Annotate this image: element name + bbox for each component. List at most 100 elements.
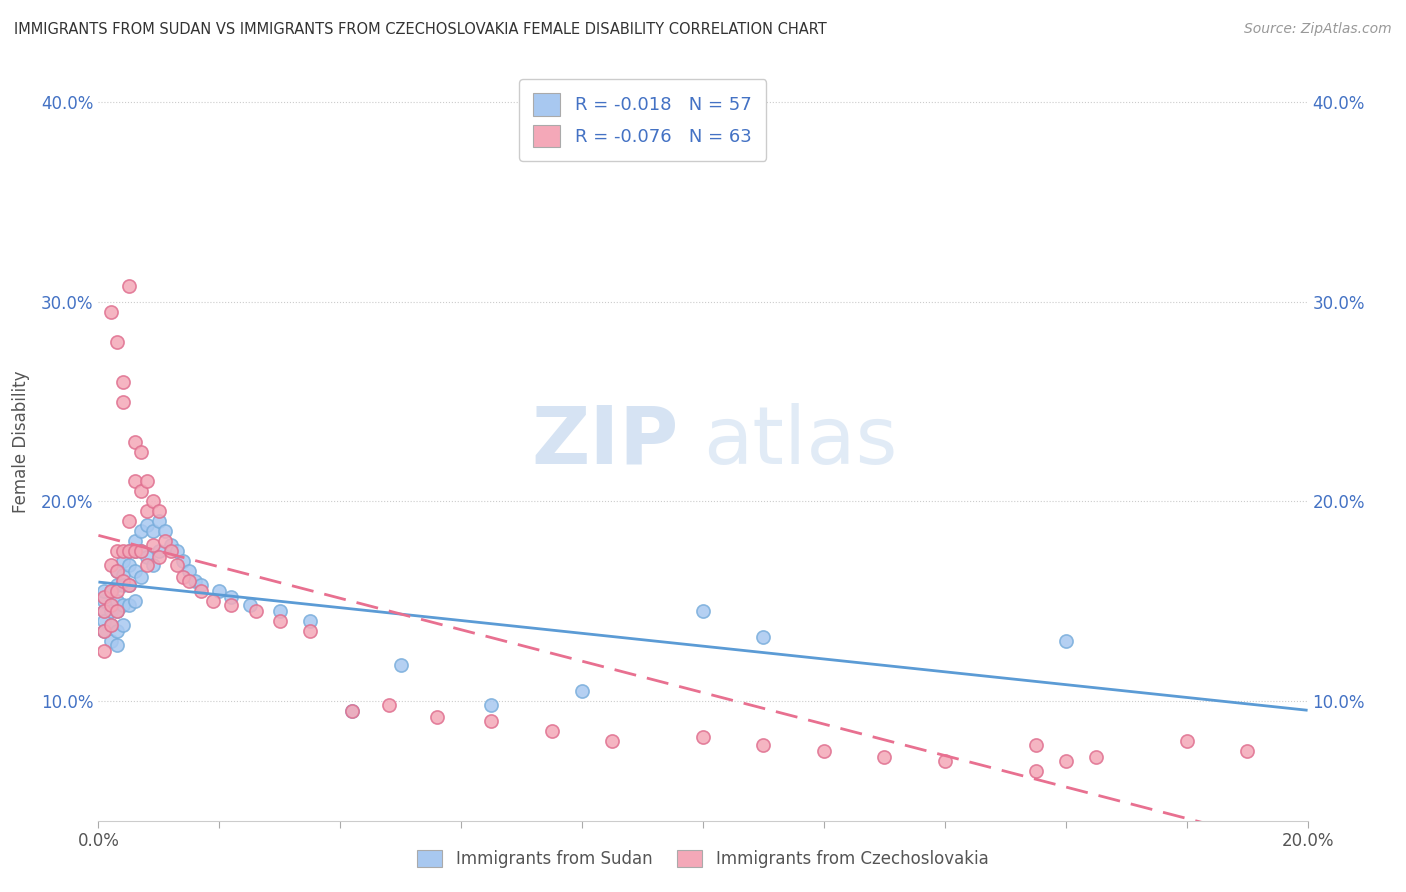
Point — [179, 564, 201, 578]
Point — [299, 624, 322, 639]
Point — [93, 604, 115, 618]
Point — [153, 524, 176, 539]
Point — [135, 475, 157, 489]
Point — [93, 590, 115, 604]
Point — [105, 564, 128, 578]
Point — [148, 544, 170, 558]
Point — [118, 578, 141, 592]
Point — [105, 584, 128, 599]
Point — [190, 584, 212, 599]
Point — [105, 578, 128, 592]
Text: ZIP: ZIP — [531, 402, 679, 481]
Point — [111, 598, 134, 612]
Point — [172, 570, 194, 584]
Point — [100, 598, 122, 612]
Point — [118, 544, 141, 558]
Point — [124, 564, 146, 578]
Point — [153, 534, 176, 549]
Point — [93, 614, 115, 628]
Point — [142, 524, 165, 539]
Point — [299, 614, 322, 628]
Point — [142, 538, 165, 552]
Point — [93, 624, 115, 639]
Point — [752, 630, 775, 644]
Point — [1024, 764, 1046, 778]
Point — [111, 394, 134, 409]
Point — [342, 704, 364, 718]
Legend: R = -0.018   N = 57, R = -0.076   N = 63: R = -0.018 N = 57, R = -0.076 N = 63 — [519, 79, 766, 161]
Point — [111, 554, 134, 568]
Point — [269, 614, 291, 628]
Point — [135, 518, 157, 533]
Point — [129, 524, 152, 539]
Point — [934, 754, 956, 768]
Point — [813, 744, 835, 758]
Point — [752, 738, 775, 752]
Point — [100, 305, 122, 319]
Point — [105, 564, 128, 578]
Point — [190, 578, 212, 592]
Point — [100, 634, 122, 648]
Point — [540, 723, 562, 738]
Point — [105, 638, 128, 652]
Point — [426, 710, 449, 724]
Point — [111, 568, 134, 582]
Point — [142, 558, 165, 573]
Point — [129, 484, 152, 499]
Point — [111, 618, 134, 632]
Point — [105, 604, 128, 618]
Point — [129, 544, 152, 558]
Point — [100, 598, 122, 612]
Point — [100, 604, 122, 618]
Point — [124, 594, 146, 608]
Point — [269, 604, 291, 618]
Point — [118, 279, 141, 293]
Point — [124, 534, 146, 549]
Point — [93, 594, 115, 608]
Point — [1236, 744, 1258, 758]
Point — [100, 584, 122, 599]
Point — [389, 658, 412, 673]
Point — [111, 578, 134, 592]
Point — [1024, 738, 1046, 752]
Point — [118, 544, 141, 558]
Point — [184, 574, 207, 589]
Point — [1175, 734, 1198, 748]
Point — [221, 598, 243, 612]
Point — [1054, 634, 1077, 648]
Point — [100, 618, 122, 632]
Point — [245, 604, 267, 618]
Point — [111, 375, 134, 389]
Point — [100, 584, 122, 599]
Point — [148, 504, 170, 518]
Legend: Immigrants from Sudan, Immigrants from Czechoslovakia: Immigrants from Sudan, Immigrants from C… — [411, 843, 995, 875]
Point — [105, 334, 128, 349]
Point — [111, 574, 134, 589]
Point — [239, 598, 262, 612]
Point — [142, 494, 165, 508]
Point — [93, 584, 115, 599]
Y-axis label: Female Disability: Female Disability — [11, 370, 30, 513]
Point — [124, 434, 146, 449]
Point — [148, 514, 170, 528]
Point — [124, 475, 146, 489]
Point — [105, 604, 128, 618]
Point — [93, 624, 115, 639]
Point — [118, 558, 141, 573]
Point — [221, 590, 243, 604]
Point — [118, 578, 141, 592]
Text: atlas: atlas — [703, 402, 897, 481]
Point — [135, 504, 157, 518]
Point — [342, 704, 364, 718]
Point — [124, 544, 146, 558]
Point — [571, 684, 593, 698]
Point — [481, 698, 503, 712]
Point — [129, 544, 152, 558]
Point — [377, 698, 399, 712]
Text: Source: ZipAtlas.com: Source: ZipAtlas.com — [1244, 22, 1392, 37]
Point — [160, 544, 183, 558]
Point — [129, 570, 152, 584]
Point — [1054, 754, 1077, 768]
Point — [93, 604, 115, 618]
Point — [148, 550, 170, 565]
